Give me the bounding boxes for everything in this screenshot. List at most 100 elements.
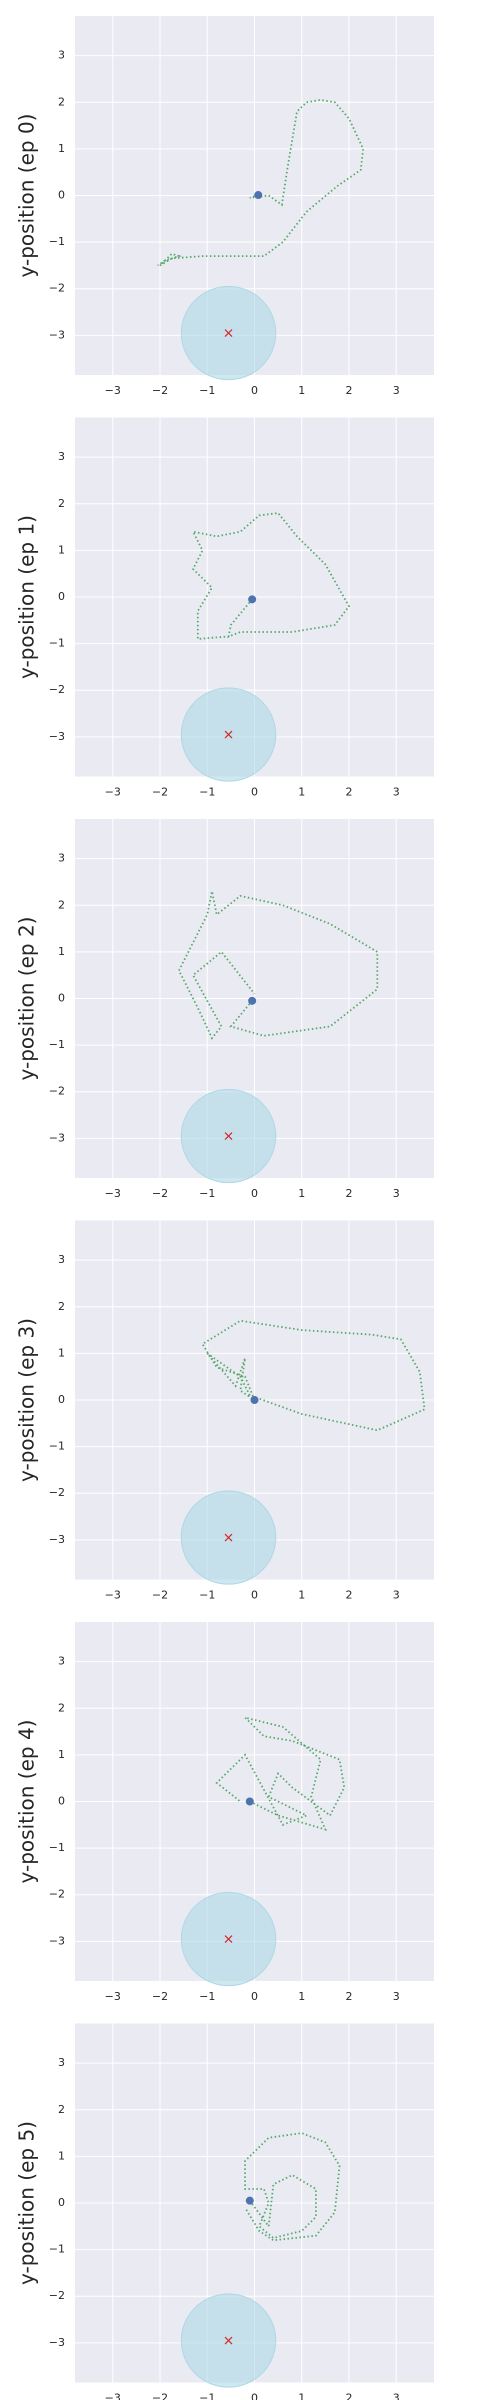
y-tick-label: 1 xyxy=(58,2149,65,2162)
y-tick-label: 3 xyxy=(58,1253,65,1266)
y-tick-label: −2 xyxy=(49,2289,65,2302)
y-tick-label: 2 xyxy=(58,497,65,510)
y-tick-label: −1 xyxy=(49,1841,65,1854)
y-tick-label: 2 xyxy=(58,1701,65,1714)
x-tick-label: 1 xyxy=(298,1990,305,2003)
x-tick-label: −1 xyxy=(199,1589,215,1602)
x-tick-label: −2 xyxy=(152,1589,168,1602)
x-tick-label: 2 xyxy=(345,1990,352,2003)
trajectory xyxy=(201,1319,426,1432)
x-tick-label: 2 xyxy=(345,1589,352,1602)
x-tick-label: 1 xyxy=(298,786,305,799)
agent-marker xyxy=(248,595,257,604)
agent-marker xyxy=(250,1396,259,1404)
goal-marker xyxy=(224,2336,233,2345)
x-tick-label: 3 xyxy=(393,1187,400,1200)
goal-marker xyxy=(224,1533,233,1542)
y-tick-label: 1 xyxy=(58,142,65,155)
y-tick-label: −2 xyxy=(49,1486,65,1499)
x-tick-label: 2 xyxy=(345,786,352,799)
y-axis-label: y-position (ep 0) xyxy=(15,114,39,278)
y-tick-label: −2 xyxy=(49,1888,65,1901)
trajectory xyxy=(215,1715,346,1831)
subplot: −3 −2 −1 0 1 2 3 −3 −2 −1 0 1 2 3 y-position (ep 4) xyxy=(15,1622,434,2003)
y-tick-label: 1 xyxy=(58,945,65,958)
y-tick-label: 0 xyxy=(58,992,65,1005)
subplot: −3 −2 −1 0 1 2 3 −3 −2 −1 0 1 2 3 y-position (ep 2) xyxy=(15,819,434,1200)
y-tick-label: 3 xyxy=(58,1655,65,1668)
x-tick-label: 0 xyxy=(251,384,258,397)
trajectory xyxy=(244,2132,341,2242)
x-tick-label: 3 xyxy=(393,786,400,799)
y-axis-label: y-position (ep 4) xyxy=(15,1720,39,1884)
x-tick-label: −2 xyxy=(152,1187,168,1200)
y-tick-label: −1 xyxy=(49,2243,65,2256)
x-tick-label: 2 xyxy=(345,384,352,397)
x-tick-label: 3 xyxy=(393,2392,400,2400)
y-tick-label: −1 xyxy=(49,1440,65,1453)
y-tick-label: 3 xyxy=(58,49,65,62)
y-tick-label: −3 xyxy=(49,730,65,743)
x-tick-label: −3 xyxy=(105,1990,121,2003)
y-tick-label: −1 xyxy=(49,637,65,650)
x-tick-label: −2 xyxy=(152,2392,168,2400)
x-tick-label: −3 xyxy=(105,384,121,397)
y-axis-label: y-position (ep 1) xyxy=(15,515,39,679)
y-tick-label: −2 xyxy=(49,1085,65,1098)
subplot: −3 −2 −1 0 1 2 3 −3 −2 −1 0 1 2 3 y-position (ep 1) xyxy=(15,417,434,799)
x-tick-label: −3 xyxy=(105,1187,121,1200)
y-axis-label: y-position (ep 2) xyxy=(15,917,39,1081)
y-tick-label: −3 xyxy=(49,1934,65,1947)
x-tick-label: 3 xyxy=(393,384,400,397)
x-tick-label: −3 xyxy=(105,1589,121,1602)
x-tick-label: −1 xyxy=(199,1187,215,1200)
subplot: −3 −2 −1 0 1 2 3 −3 −2 −1 0 1 2 3 y-position (ep 0) xyxy=(15,16,434,397)
y-tick-label: −3 xyxy=(49,2336,65,2349)
y-tick-label: 2 xyxy=(58,1300,65,1313)
goal-marker xyxy=(224,329,233,337)
x-tick-label: 1 xyxy=(298,1589,305,1602)
y-tick-label: 0 xyxy=(58,1393,65,1406)
x-tick-label: 0 xyxy=(251,1589,258,1602)
y-axis-label: y-position (ep 3) xyxy=(15,1318,39,1482)
y-tick-label: 0 xyxy=(58,1795,65,1808)
x-tick-label: −2 xyxy=(152,786,168,799)
goal-marker xyxy=(224,1935,233,1943)
y-tick-label: −3 xyxy=(49,1533,65,1546)
x-tick-label: 2 xyxy=(345,1187,352,1200)
agent-marker xyxy=(254,191,263,200)
x-tick-label: −1 xyxy=(199,786,215,799)
y-tick-label: 1 xyxy=(58,543,65,556)
x-tick-label: −1 xyxy=(199,2392,215,2400)
y-tick-label: −3 xyxy=(49,1131,65,1144)
trajectory xyxy=(157,99,365,267)
y-tick-label: 3 xyxy=(58,852,65,865)
x-tick-label: −1 xyxy=(199,384,215,397)
x-tick-label: 1 xyxy=(298,384,305,397)
x-tick-label: −3 xyxy=(105,786,121,799)
y-tick-label: 2 xyxy=(58,898,65,911)
y-tick-label: −1 xyxy=(49,235,65,248)
y-tick-label: −1 xyxy=(49,1038,65,1051)
agent-marker xyxy=(245,1797,254,1806)
x-tick-label: 1 xyxy=(298,2392,305,2400)
x-tick-label: 0 xyxy=(251,1990,258,2003)
goal-marker xyxy=(224,1132,233,1140)
agent-marker xyxy=(248,996,257,1005)
x-tick-label: 2 xyxy=(345,2392,352,2400)
x-tick-label: −1 xyxy=(199,1990,215,2003)
y-tick-label: 1 xyxy=(58,1748,65,1761)
y-tick-label: 2 xyxy=(58,2103,65,2116)
x-tick-label: −2 xyxy=(152,384,168,397)
y-tick-label: 3 xyxy=(58,450,65,463)
y-axis-label: y-position (ep 5) xyxy=(15,2121,39,2285)
goal-marker xyxy=(224,730,233,739)
agent-marker xyxy=(245,2196,254,2205)
y-tick-label: 0 xyxy=(58,2196,65,2209)
y-tick-label: 0 xyxy=(58,590,65,603)
y-tick-label: 1 xyxy=(58,1346,65,1359)
x-tick-label: 1 xyxy=(298,1187,305,1200)
